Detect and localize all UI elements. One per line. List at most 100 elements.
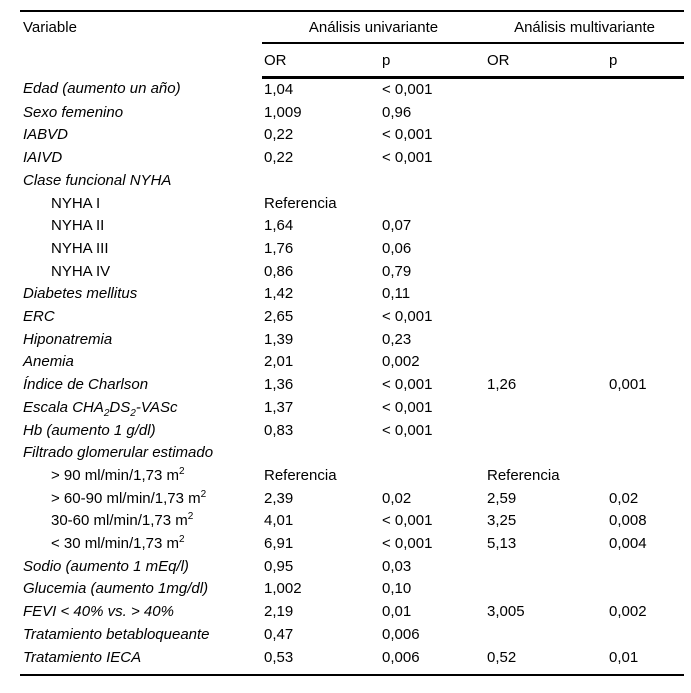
row-label: IABVD [23,126,69,144]
table-row: FEVI < 40% vs. > 40% 2,19 0,01 3,005 0,002 [20,601,684,624]
row-label: Hiponatremia [23,330,113,348]
row-label: Sexo femenino [23,103,124,121]
cell-univariante-p: < 0,001 [382,535,433,553]
cell-univariante-or: 2,19 [264,603,294,621]
cell-multivariante-p [607,78,684,102]
cell-univariante-p: 0,01 [382,603,412,621]
cell-multivariante-or [485,170,607,193]
column-header-p-multivariante: p [607,43,685,79]
cell-univariante-p [380,193,485,216]
row-label: Edad (aumento un año) [23,80,181,98]
cell-multivariante-or [485,306,607,329]
table-row: Índice de Charlson 1,36 < 0,001 1,26 0,001 [20,374,684,397]
cell-multivariante-p [607,102,684,125]
cell-univariante-or: 1,002 [264,580,302,598]
row-label: Índice de Charlson [23,376,149,394]
cell-multivariante-p [607,147,684,170]
row-label: ERC [23,308,55,326]
cell-multivariante-or [485,78,607,102]
table-row: ERC 2,65 < 0,001 [20,306,684,329]
group-header-multivariante: Análisis multivariante [485,11,685,44]
cell-univariante-or: Referencia [264,194,337,212]
cell-multivariante-p: 0,01 [609,648,639,666]
cell-multivariante-or: 1,26 [487,376,517,394]
row-label: NYHA IV [51,262,111,280]
column-header-variable: Variable [23,19,77,36]
cell-univariante-p: 0,11 [382,285,411,303]
cell-univariante-p: 0,03 [382,557,412,575]
cell-multivariante-p [607,442,684,465]
table-row: Clase funcional NYHA [20,170,684,193]
cell-multivariante-p [607,261,684,284]
cell-multivariante-p [607,556,684,579]
cell-univariante-or: 1,36 [264,376,294,394]
row-label: 30-60 ml/min/1,73 m2 [51,511,194,530]
table-row: Escala CHA2DS2-VASc 1,37 < 0,001 [20,397,684,420]
row-label: FEVI < 40% vs. > 40% [23,603,174,621]
cell-multivariante-or [485,215,607,238]
cell-univariante-p: 0,02 [382,489,412,507]
cell-multivariante-or [485,193,607,216]
cell-multivariante-p: 0,002 [609,603,647,621]
cell-multivariante-p: 0,008 [609,512,647,530]
cell-multivariante-p [607,170,684,193]
row-label: Tratamiento betabloqueante [23,625,210,643]
cell-multivariante-p [607,215,684,238]
cell-univariante-p: 0,79 [382,262,412,280]
cell-univariante-or: 0,22 [264,126,294,144]
column-header-p-univariante: p [380,43,485,79]
cell-multivariante-p [607,124,684,147]
cell-multivariante-p [607,351,684,374]
table-row: IAIVD 0,22 < 0,001 [20,147,684,170]
cell-univariante-or: 4,01 [264,512,294,530]
cell-univariante-or [262,170,380,193]
cell-multivariante-or [485,351,607,374]
cell-multivariante-p: 0,004 [609,535,647,553]
cell-univariante-p: 0,006 [382,648,420,666]
cell-multivariante-or [485,420,607,443]
row-label: > 90 ml/min/1,73 m2 [51,465,185,484]
cell-multivariante-or: 3,25 [487,512,517,530]
cell-multivariante-or [485,624,607,647]
cell-univariante-or: 0,22 [264,149,294,167]
table-row: Anemia 2,01 0,002 [20,351,684,374]
cell-univariante-p: < 0,001 [382,149,433,167]
table-row: NYHA I Referencia [20,193,684,216]
table-row: NYHA III 1,76 0,06 [20,238,684,261]
cell-multivariante-p [607,238,684,261]
row-label: > 60-90 ml/min/1,73 m2 [51,488,207,507]
cell-multivariante-or [485,578,607,601]
table-body: Edad (aumento un año) 1,04 < 0,001 Sexo fem… [20,78,684,676]
cell-univariante-or: 1,04 [264,81,294,98]
cell-multivariante-p: 0,02 [609,489,639,507]
group-header-univariante: Análisis univariante [262,11,485,44]
cell-multivariante-p [607,578,684,601]
cell-univariante-p: 0,23 [382,330,412,348]
cell-multivariante-p [607,624,684,647]
cell-multivariante-or [485,283,607,306]
cell-multivariante-p [607,283,684,306]
cell-univariante-p [380,442,485,465]
cell-univariante-p [380,465,485,488]
cell-univariante-p: < 0,001 [382,308,433,326]
cell-multivariante-or [485,442,607,465]
row-label: Tratamiento IECA [23,648,142,666]
cell-univariante-p: 0,006 [382,625,420,643]
row-label: Glucemia (aumento 1mg/dl) [23,580,209,598]
row-label: Clase funcional NYHA [23,171,172,189]
table-row: IABVD 0,22 < 0,001 [20,124,684,147]
cell-univariante-or: 2,01 [264,353,294,371]
table-row: Sexo femenino 1,009 0,96 [20,102,684,125]
cell-univariante-or: 0,83 [264,421,294,439]
table-row: NYHA IV 0,86 0,79 [20,261,684,284]
cell-univariante-p: < 0,001 [382,421,433,439]
cell-univariante-p: 0,06 [382,239,412,257]
table-header: Variable Análisis univariante Análisis m… [20,11,685,79]
group-header-row: Variable Análisis univariante Análisis m… [20,11,685,44]
table-row: Edad (aumento un año) 1,04 < 0,001 [20,78,684,102]
cell-univariante-p: < 0,001 [382,512,433,530]
cell-univariante-p: 0,96 [382,103,412,121]
cell-univariante-p [380,170,485,193]
cell-multivariante-or [485,556,607,579]
table-row: Sodio (aumento 1 mEq/l) 0,95 0,03 [20,556,684,579]
